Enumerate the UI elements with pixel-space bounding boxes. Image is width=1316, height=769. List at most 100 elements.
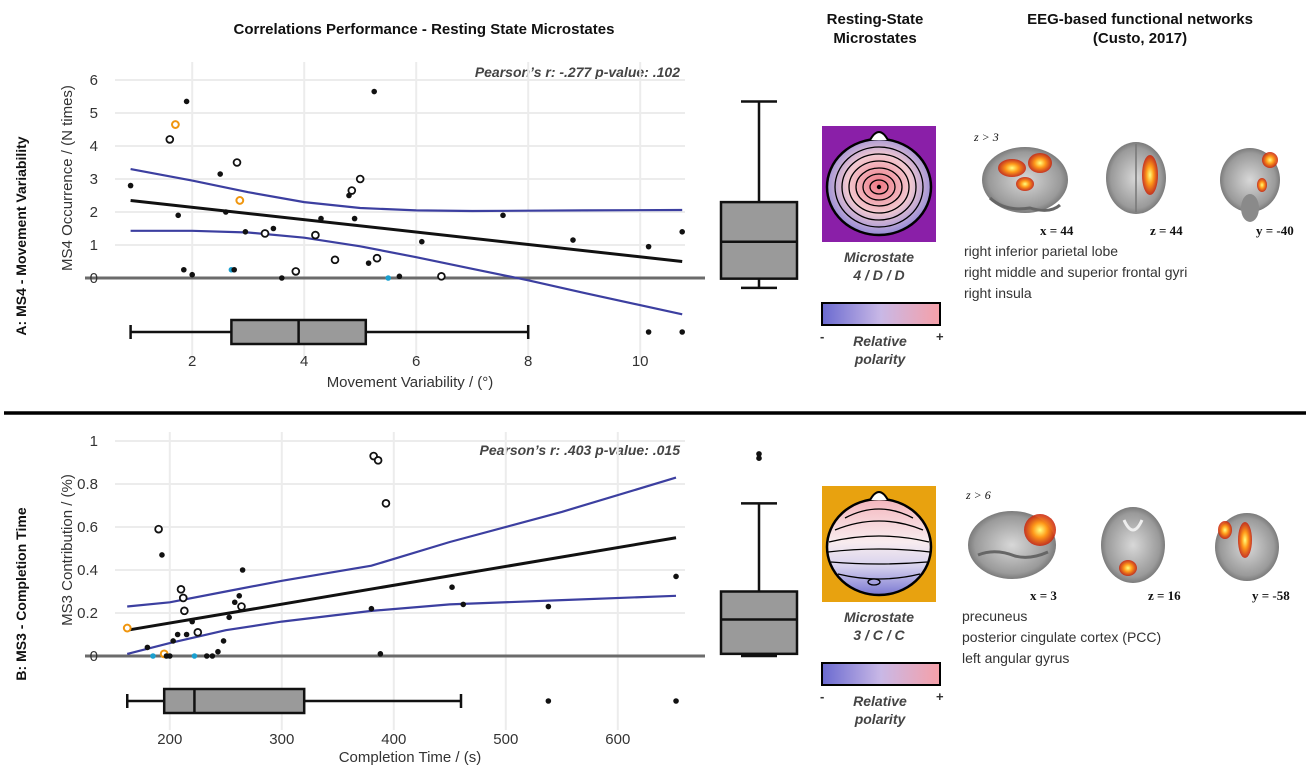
panel-b-xtick-label-3: 500 xyxy=(493,731,518,748)
panel-b-data-point xyxy=(191,653,198,659)
panel-b-data-point xyxy=(368,605,375,612)
panel-b-xbox-iqr xyxy=(162,687,306,715)
panel-b-data-point xyxy=(239,567,246,573)
microstate-b-label-line1: Microstate xyxy=(844,609,914,625)
panel-a-data-point xyxy=(365,260,372,266)
panel-a-data-point xyxy=(279,275,285,281)
panel-a-data-point xyxy=(385,275,392,281)
panel-a-ytick-label-2: 2 xyxy=(90,204,98,221)
network-a-axial-brain xyxy=(1106,142,1166,214)
network-a-coord-1: x = 44 xyxy=(1040,223,1074,238)
network-b-threshold: z > 6 xyxy=(965,488,991,502)
header-networks-line1: EEG-based functional networks xyxy=(1027,11,1253,28)
panel-b-data-point xyxy=(154,524,163,534)
panel-b-data-point xyxy=(122,623,132,633)
panel-b-ytick-label-1: 0.2 xyxy=(77,605,98,622)
panel-b-ci-upper-line xyxy=(127,476,677,608)
network-a-coord-2: z = 44 xyxy=(1150,223,1183,238)
panel-b-ytick-label-2: 0.4 xyxy=(77,562,98,579)
network-b-coord-3: y = -58 xyxy=(1252,588,1290,603)
panel-a-xtick-label-0: 2 xyxy=(188,353,196,370)
header-microstates-line1: Resting-State xyxy=(827,11,924,28)
panel-b-data-point xyxy=(545,603,552,610)
panel-b-data-point xyxy=(193,628,203,637)
panel-b-data-point xyxy=(381,499,391,508)
panel-b-data-point xyxy=(176,585,186,594)
panel-a-data-point xyxy=(570,237,576,243)
microstate-b-label-line2: 3 / C / C xyxy=(853,627,905,643)
microstate-a-plus: + xyxy=(936,329,944,344)
microstate-a-polarity-colorbar xyxy=(821,302,941,326)
panel-a-data-point xyxy=(318,215,324,222)
network-a-coord-3: y = -40 xyxy=(1256,223,1294,238)
panel-b-data-point xyxy=(159,552,165,558)
panel-b-ybox-iqr xyxy=(719,590,799,656)
network-a-sagittal-brain xyxy=(982,147,1068,213)
panel-a-ytick-label-1: 1 xyxy=(90,237,98,254)
panel-a-data-point xyxy=(223,209,229,215)
panel-a-data-point xyxy=(127,182,134,189)
panel-a-data-point xyxy=(217,171,223,177)
panel-b-ytick-label-5: 1 xyxy=(90,433,98,450)
panel-b-data-point xyxy=(460,601,467,608)
panel-a-data-point xyxy=(235,196,245,205)
network-a-region-3: right insula xyxy=(964,285,1032,301)
panel-a-data-point xyxy=(171,120,180,129)
panel-b-ytick-label-0: 0 xyxy=(90,648,98,665)
panel-b-pearson: Pearson’s r: .403 p-value: .015 xyxy=(479,442,680,458)
panel-b-data-point xyxy=(170,638,176,644)
panel-a-data-point xyxy=(175,212,181,219)
panel-b-xtick-label-2: 400 xyxy=(381,731,406,748)
panel-b-data-point xyxy=(237,602,246,611)
microstate-b-plus: + xyxy=(936,689,944,704)
panel-a-xtick-label-2: 6 xyxy=(412,353,420,370)
panel-b-ytick-label-4: 0.8 xyxy=(77,476,98,493)
panel-b-data-point xyxy=(226,614,232,621)
panel-a-data-point xyxy=(419,238,425,245)
panel-b-data-point xyxy=(203,653,210,659)
panel-a-xbox-outlier xyxy=(679,329,685,335)
network-b-axial-brain xyxy=(1101,507,1165,583)
panel-a-ci-upper-line xyxy=(130,168,683,213)
microstate-a-label-line1: Microstate xyxy=(844,249,914,265)
microstate-a-minus: - xyxy=(820,329,824,344)
panel-a-data-point xyxy=(270,225,277,232)
panel-a-data-point xyxy=(291,267,301,276)
header-correlations: Correlations Performance - Resting State… xyxy=(234,21,615,38)
panel-b-label: B: MS3 - Completion Time xyxy=(13,507,29,680)
panel-a-data-point xyxy=(260,229,270,238)
microstate-b-minus: - xyxy=(820,689,824,704)
panel-b-xtick-label-0: 200 xyxy=(157,731,182,748)
panel-b-data-point xyxy=(236,593,243,599)
panel-a-data-point xyxy=(645,243,652,250)
panel-a-label: A: MS4 - Movement Variability xyxy=(13,136,29,335)
panel-a-pearson: Pearson’s r: -.277 p-value: .102 xyxy=(475,64,680,80)
panel-a-xtick-label-4: 10 xyxy=(632,353,649,370)
panel-a-data-point xyxy=(679,229,685,235)
panel-a-data-point xyxy=(372,253,382,263)
panel-b-data-point xyxy=(449,584,455,590)
panel-a-ybox-iqr xyxy=(719,200,799,280)
panel-a-scatter: 0 1 2 3 4 5 6 2 4 6 8 10 xyxy=(85,62,799,370)
panel-a-data-point xyxy=(232,158,242,167)
panel-a-ci-lower-line xyxy=(130,229,683,316)
microstate-b-polarity-colorbar xyxy=(821,662,941,686)
panel-b-data-point xyxy=(144,644,151,651)
panel-b-data-point xyxy=(180,606,189,616)
network-a-region-2: right middle and superior frontal gyri xyxy=(964,264,1187,280)
panel-a-regression-line xyxy=(130,198,683,263)
panel-b-ci-lower-line xyxy=(126,594,677,655)
network-b-sagittal-brain xyxy=(968,511,1056,579)
panel-b-data-point xyxy=(150,653,156,659)
panel-b-xlabel: Completion Time / (s) xyxy=(339,749,482,766)
panel-a-data-point xyxy=(242,229,249,235)
microstate-a-polarity-line2: polarity xyxy=(854,351,907,367)
panel-a-data-point xyxy=(437,272,446,281)
panel-b-data-point xyxy=(178,593,188,603)
panel-b-xbox-outlier xyxy=(673,698,679,704)
panel-b-regression-line xyxy=(126,536,677,632)
header-microstates-line2: Microstates xyxy=(833,30,916,47)
panel-a-data-point xyxy=(347,186,357,195)
panel-a-data-point xyxy=(189,271,195,278)
